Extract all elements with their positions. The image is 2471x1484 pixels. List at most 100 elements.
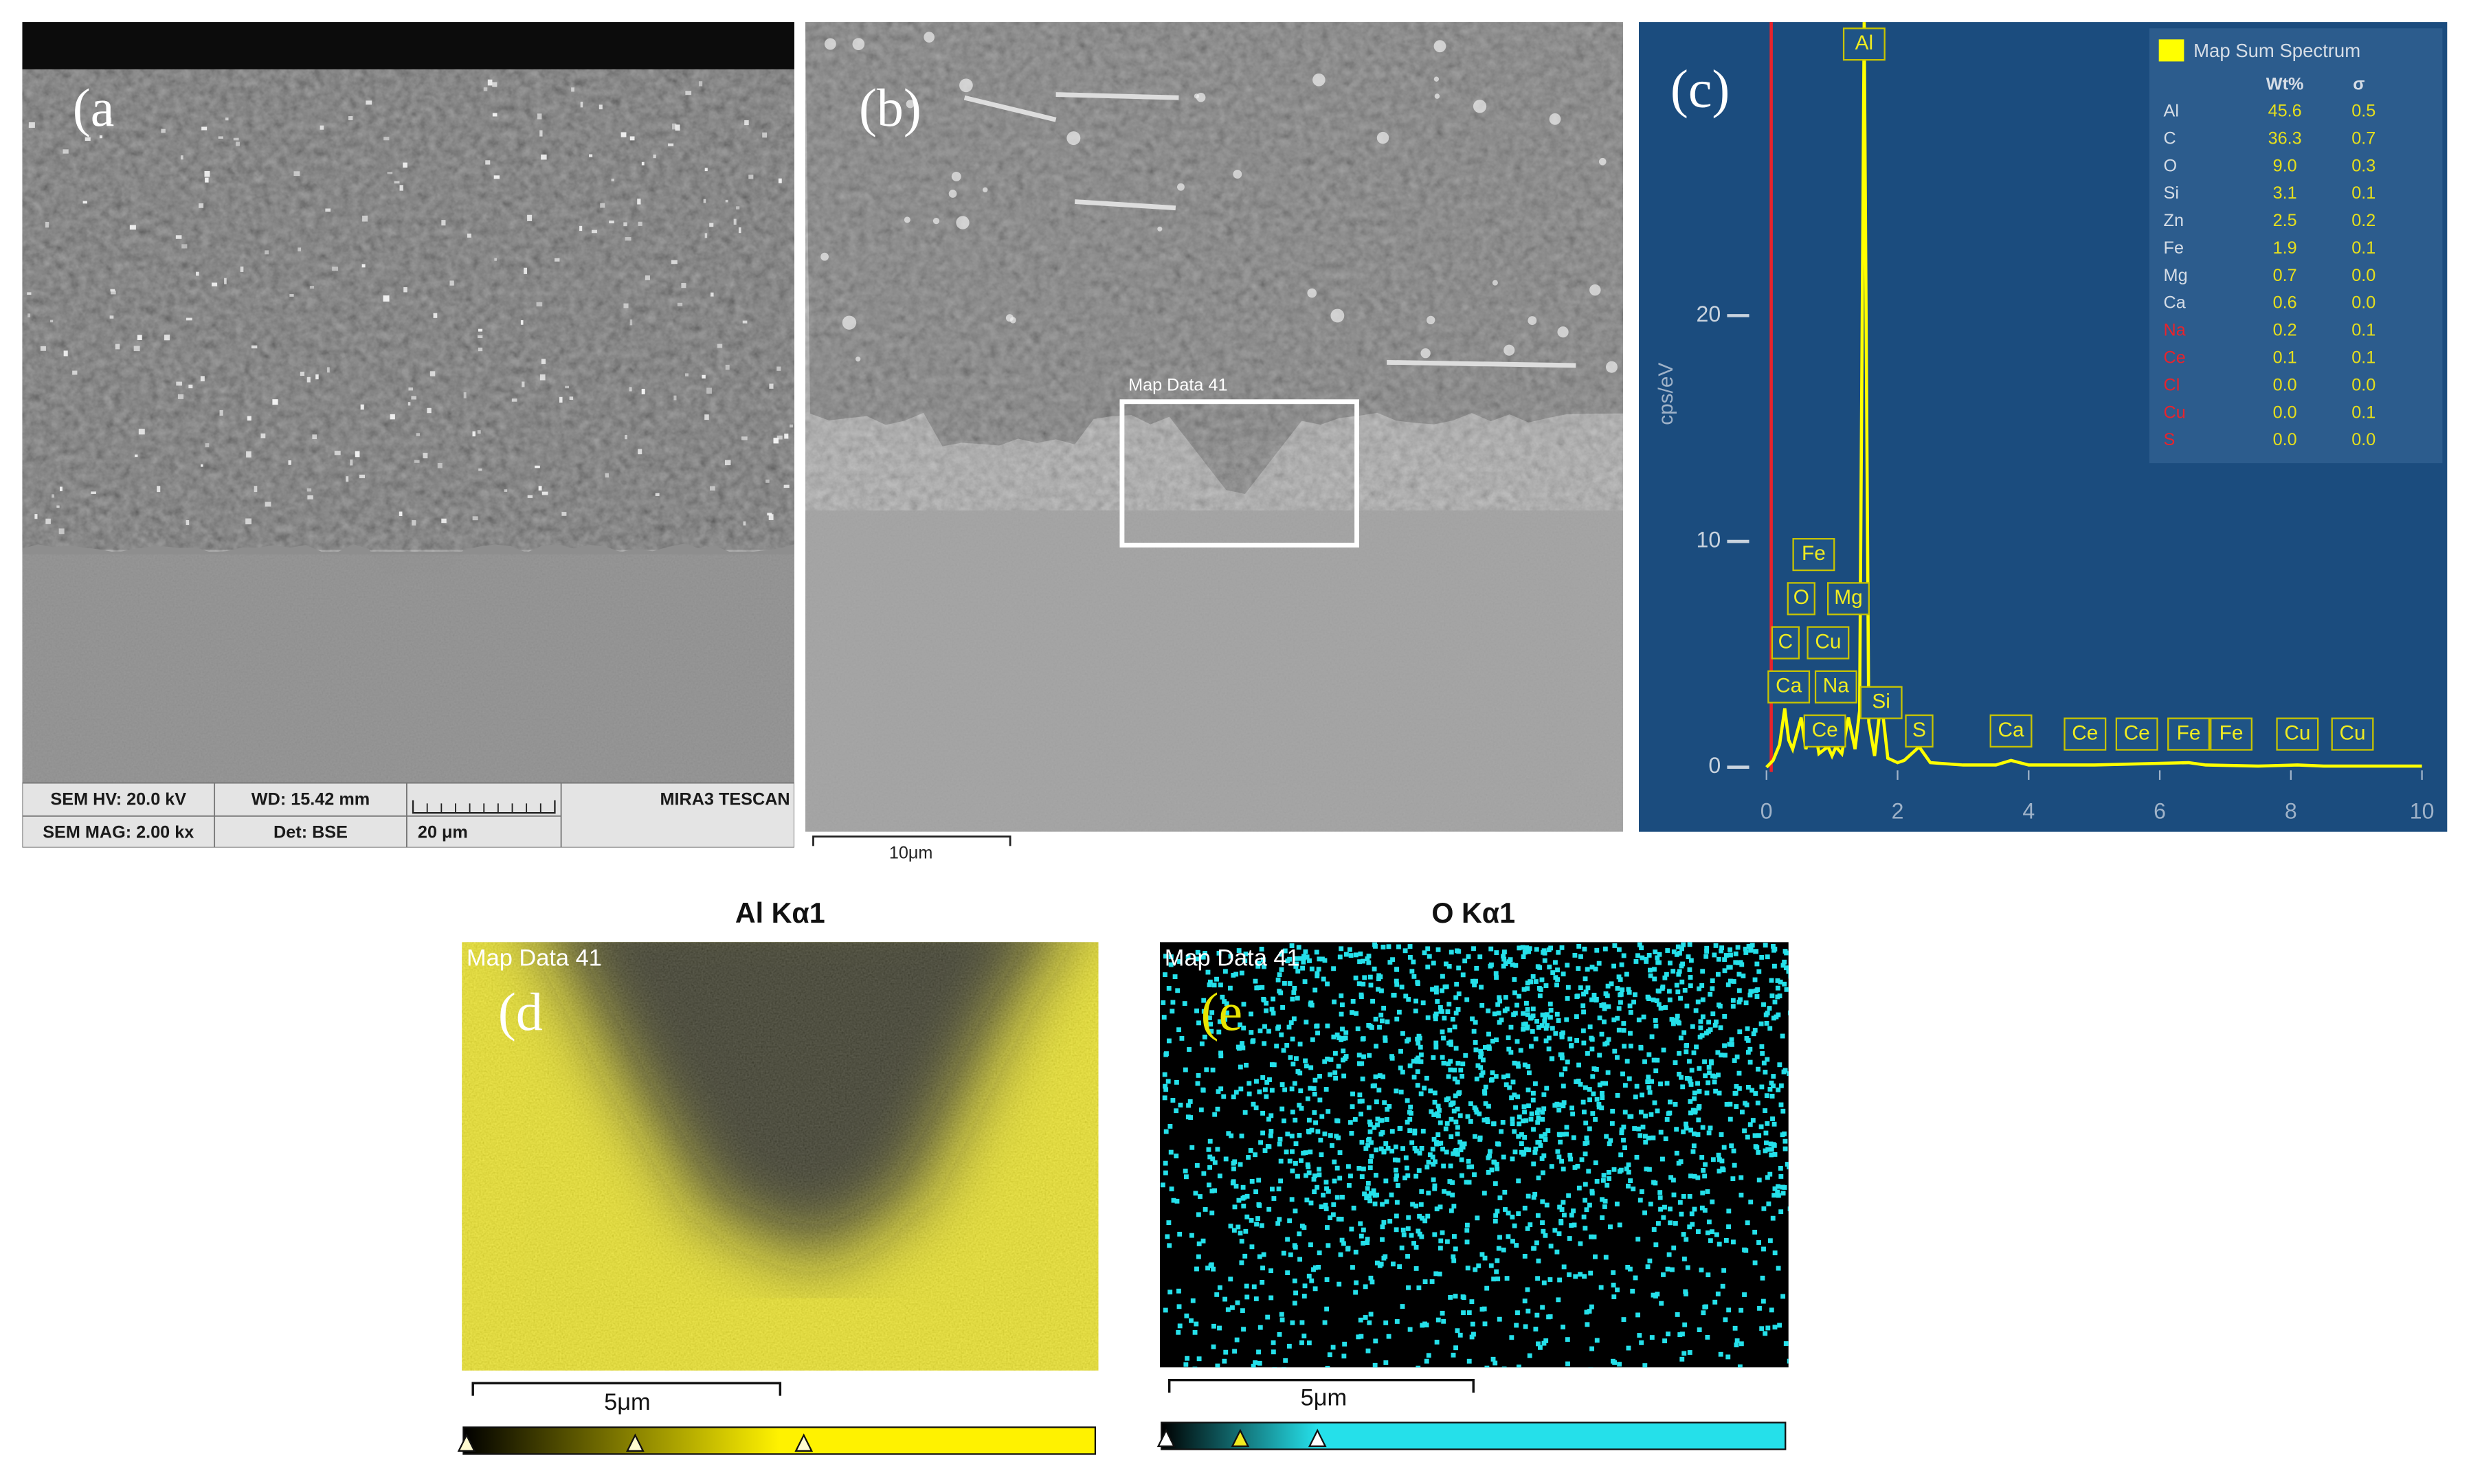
map-pixel xyxy=(1666,1331,1670,1337)
map-pixel xyxy=(1271,1349,1276,1355)
map-pixel xyxy=(1713,943,1719,948)
map-pixel xyxy=(1512,1223,1517,1228)
map-pixel xyxy=(1782,1185,1787,1190)
map-pixel xyxy=(1503,1082,1509,1088)
spectrum-line xyxy=(1765,22,2422,769)
map-pixel xyxy=(1705,1189,1710,1194)
map-pixel xyxy=(1207,1138,1213,1144)
map-pixel xyxy=(1539,977,1545,982)
particle xyxy=(554,258,560,262)
particle xyxy=(1196,92,1206,102)
crystal xyxy=(1055,92,1179,100)
map-pixel xyxy=(1525,980,1530,986)
map-pixel xyxy=(1440,1055,1445,1060)
map-pixel xyxy=(1323,1202,1328,1208)
map-pixel xyxy=(1266,1206,1272,1212)
map-pixel xyxy=(1464,1228,1470,1233)
map-pixel xyxy=(1429,1279,1435,1284)
map-pixel xyxy=(1506,959,1512,965)
map-pixel xyxy=(1670,969,1676,974)
map-pixel xyxy=(1253,1105,1259,1110)
map-pixel xyxy=(1530,1090,1536,1096)
map-pixel xyxy=(1583,1121,1589,1126)
map-pixel xyxy=(1238,1022,1242,1028)
panel-label: (a xyxy=(73,78,115,137)
map-pixel xyxy=(1299,1105,1304,1111)
map-pixel xyxy=(1652,1100,1657,1105)
legend-element: Mg xyxy=(2164,266,2188,285)
map-pixel xyxy=(1742,1128,1747,1134)
map-pixel xyxy=(1351,1205,1356,1211)
particle xyxy=(769,383,774,389)
map-pixel xyxy=(1357,1061,1363,1066)
map-pixel xyxy=(1317,1250,1322,1256)
map-pixel xyxy=(1627,1114,1633,1119)
map-pixel xyxy=(1559,1072,1564,1077)
map-pixel xyxy=(1745,1220,1750,1226)
map-pixel xyxy=(1756,1133,1762,1138)
map-pixel xyxy=(1530,1007,1536,1012)
map-pixel xyxy=(1600,1178,1606,1183)
map-pixel xyxy=(1365,1186,1370,1191)
peak-label: Fe xyxy=(2220,721,2244,744)
particle xyxy=(842,315,857,330)
map-pixel xyxy=(1530,1028,1535,1034)
map-pixel xyxy=(1627,1266,1633,1272)
map-pixel xyxy=(1291,990,1297,996)
map-pixel xyxy=(1738,997,1743,1002)
map-pixel xyxy=(1732,1162,1737,1168)
map-pixel xyxy=(1536,1115,1541,1121)
map-pixel xyxy=(1460,1145,1466,1150)
map-pixel xyxy=(1411,959,1416,965)
map-pixel xyxy=(1752,1260,1758,1266)
map-pixel xyxy=(1576,966,1581,971)
map-pixel xyxy=(1503,995,1508,1000)
map-pixel xyxy=(1235,1300,1240,1305)
map-pixel xyxy=(1512,1060,1517,1066)
map-pixel xyxy=(1510,1079,1516,1085)
map-pixel xyxy=(1602,1042,1608,1047)
map-pixel xyxy=(1492,1181,1498,1187)
peak-label-box xyxy=(2064,717,2107,751)
map-pixel xyxy=(1565,963,1570,968)
map-pixel xyxy=(1236,1198,1242,1203)
particle xyxy=(1427,315,1435,325)
map-pixel xyxy=(1359,994,1364,1000)
particle xyxy=(527,214,533,221)
map-pixel xyxy=(1682,1322,1688,1327)
map-pixel xyxy=(1593,1160,1598,1165)
x-tick-label: 10 xyxy=(2410,799,2435,824)
map-pixel xyxy=(1717,1090,1722,1096)
map-pixel xyxy=(1716,1152,1721,1158)
peak-label: Cu xyxy=(1815,630,1841,653)
map-pixel xyxy=(1537,1345,1543,1350)
map-pixel xyxy=(1583,1085,1588,1090)
map-pixel xyxy=(1431,1136,1437,1142)
map-pixel xyxy=(1697,1066,1702,1071)
map-pixel xyxy=(1557,1277,1563,1283)
map-pixel xyxy=(1530,1097,1536,1103)
map-pixel xyxy=(1782,1068,1788,1073)
map-pixel xyxy=(1496,1011,1501,1016)
particle xyxy=(1528,316,1537,326)
map-pixel xyxy=(1200,1238,1206,1244)
map-pixel xyxy=(1738,1307,1744,1313)
map-pixel xyxy=(1374,1173,1378,1178)
map-pixel xyxy=(1559,1207,1565,1212)
map-pixel xyxy=(1462,958,1468,964)
map-pixel xyxy=(1168,954,1174,960)
map-pixel xyxy=(1361,1036,1366,1042)
map-pixel xyxy=(1394,982,1400,987)
map-pixel xyxy=(1283,1358,1288,1363)
map-pixel xyxy=(1241,1025,1246,1031)
map-pixel xyxy=(1695,1175,1701,1180)
map-pixel xyxy=(1424,1075,1429,1081)
map-pixel xyxy=(1339,946,1344,952)
map-pixel xyxy=(1348,1173,1353,1179)
map-pixel xyxy=(1626,989,1632,995)
map-pixel xyxy=(1761,1206,1767,1211)
map-pixel xyxy=(1453,995,1459,1000)
map-pixel xyxy=(1424,1165,1430,1170)
map-pixel xyxy=(1217,1325,1222,1331)
particle xyxy=(161,128,166,133)
